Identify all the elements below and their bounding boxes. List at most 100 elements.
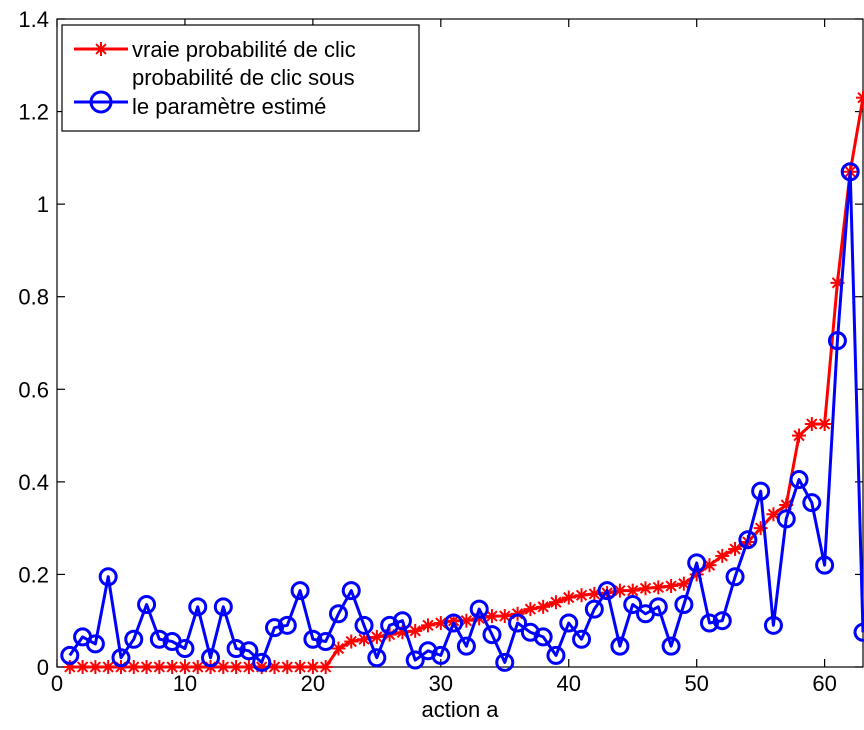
y-tick-label: 1 — [37, 192, 49, 217]
data-point — [523, 602, 538, 617]
data-point — [495, 652, 515, 672]
data-point — [508, 613, 528, 633]
data-point — [484, 609, 499, 624]
data-point — [98, 567, 118, 587]
data-point — [316, 632, 336, 652]
y-tick-label: 0.8 — [18, 285, 49, 310]
data-point — [459, 613, 474, 628]
data-point — [264, 618, 284, 638]
y-tick-label: 1.2 — [18, 100, 49, 125]
data-point — [405, 650, 425, 670]
x-tick-label: 30 — [429, 671, 453, 696]
data-point — [139, 660, 154, 674]
legend-label: vraie probabilité de clic — [132, 37, 356, 62]
data-point — [149, 629, 169, 649]
y-tick-label: 0.6 — [18, 377, 49, 402]
y-tick-label: 0.4 — [18, 470, 49, 495]
y-tick-label: 1.4 — [18, 7, 49, 32]
data-point — [702, 558, 717, 573]
data-point — [766, 507, 781, 522]
series-line — [68, 170, 864, 664]
x-tick-label: 0 — [51, 671, 63, 696]
data-point — [792, 428, 807, 443]
data-point — [651, 580, 666, 595]
data-point — [610, 636, 630, 656]
legend-entry-2: probabilité de clic sous le paramètre es… — [74, 65, 355, 119]
data-point — [456, 636, 476, 656]
y-tick-label: 0 — [37, 655, 49, 680]
data-point — [303, 629, 323, 649]
data-point — [840, 162, 860, 182]
data-point — [725, 567, 745, 587]
x-tick-label: 50 — [684, 671, 708, 696]
data-point — [738, 530, 758, 550]
data-point — [648, 597, 668, 617]
data-point — [574, 588, 589, 603]
data-point — [229, 660, 244, 674]
data-point — [789, 470, 809, 490]
plot-area: 0 10 20 30 40 50 60 0 0.2 0.4 0.6 0.8 1 1.2 1.4 vraie … — [18, 7, 864, 696]
data-point — [165, 660, 180, 674]
ticks: 0 10 20 30 40 50 60 0 0.2 0.4 0.6 0.8 1 1.2 1.4 — [18, 7, 863, 696]
data-point — [536, 599, 551, 614]
data-point — [101, 660, 116, 674]
legend-entries: vraie probabilité de clic probabilité de … — [74, 37, 356, 119]
data-point — [548, 595, 563, 610]
x-tick-label: 40 — [557, 671, 581, 696]
data-point — [802, 493, 822, 513]
data-point — [676, 576, 691, 591]
legend-label: probabilité de clic sous — [132, 65, 355, 90]
data-point — [664, 579, 679, 593]
data-point — [331, 641, 346, 656]
legend: vraie probabilité de clic probabilité de … — [61, 24, 420, 132]
data-point — [392, 611, 412, 631]
data-point — [431, 645, 451, 665]
data-point — [561, 590, 576, 605]
data-point — [433, 616, 448, 631]
data-point — [252, 652, 272, 672]
data-point — [661, 636, 681, 656]
data-point — [369, 629, 384, 644]
data-point — [341, 581, 361, 601]
data-point — [188, 597, 208, 617]
data-point — [60, 645, 80, 665]
legend-marker — [94, 42, 108, 56]
legend-label: le paramètre estimé — [132, 94, 326, 119]
data-point — [804, 417, 819, 431]
data-point — [239, 641, 259, 661]
data-point — [190, 660, 205, 674]
series-layer — [60, 90, 864, 674]
data-point — [712, 611, 732, 631]
x-tick-label: 20 — [301, 671, 325, 696]
data-point — [497, 609, 512, 624]
data-point — [354, 615, 374, 635]
data-point — [776, 509, 796, 529]
y-tick-label: 0.2 — [18, 562, 49, 587]
data-point — [293, 660, 308, 674]
data-point — [152, 660, 167, 674]
data-point — [584, 599, 604, 619]
data-point — [597, 581, 617, 601]
data-point — [124, 629, 144, 649]
data-point — [728, 541, 743, 556]
data-point — [201, 648, 221, 668]
data-point — [853, 622, 864, 642]
data-point — [638, 581, 653, 596]
data-point — [213, 597, 233, 617]
data-point — [226, 638, 246, 658]
data-point — [408, 623, 423, 638]
data-point — [177, 660, 192, 674]
data-point — [715, 548, 730, 563]
data-point — [111, 648, 131, 668]
data-point — [305, 660, 320, 674]
data-point — [559, 613, 579, 633]
data-point — [137, 595, 157, 615]
data-point — [85, 634, 105, 654]
x-tick-label: 10 — [173, 671, 197, 696]
series-2 — [60, 162, 864, 672]
data-point — [88, 660, 103, 674]
x-tick-label: 60 — [812, 671, 836, 696]
data-point — [328, 604, 348, 624]
data-point — [817, 417, 832, 431]
data-point — [367, 648, 387, 668]
